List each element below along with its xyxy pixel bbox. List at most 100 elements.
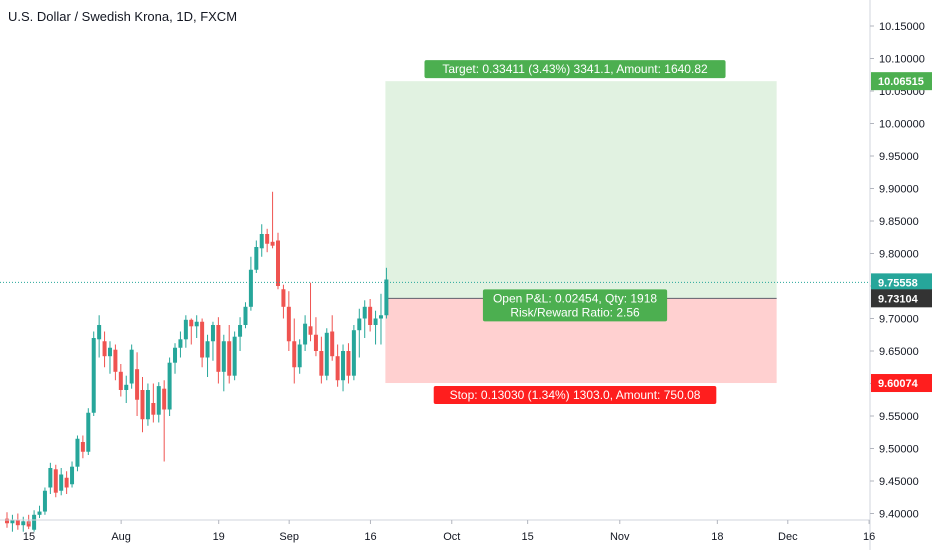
candle-body bbox=[384, 279, 389, 316]
candle-body bbox=[53, 469, 58, 493]
last-price-badge-bg bbox=[871, 273, 932, 292]
entry-price-badge-text: 9.73104 bbox=[878, 293, 919, 305]
position-zones[interactable] bbox=[385, 81, 777, 384]
candle-body bbox=[210, 325, 215, 342]
x-tick-label: Sep bbox=[279, 531, 299, 543]
pnl-label-text: Open P&L: 0.02454, Qty: 1918 bbox=[493, 291, 657, 305]
x-tick-label: 16 bbox=[364, 531, 376, 543]
candle-body bbox=[341, 351, 346, 381]
candle-body bbox=[319, 351, 324, 376]
y-tick-label: 9.80000 bbox=[879, 249, 919, 261]
candle-body bbox=[281, 289, 286, 307]
candle-body bbox=[145, 390, 150, 420]
candle-body bbox=[167, 362, 172, 410]
y-tick-label: 10.10000 bbox=[879, 54, 925, 66]
y-tick-label: 9.70000 bbox=[879, 314, 919, 326]
candle-body bbox=[324, 332, 329, 376]
candle-body bbox=[10, 520, 15, 524]
target-zone[interactable] bbox=[385, 81, 777, 299]
y-tick-label: 9.40000 bbox=[879, 509, 919, 521]
candle-body bbox=[194, 321, 199, 327]
candle-body bbox=[70, 466, 75, 485]
candle-body bbox=[351, 330, 356, 376]
stop-price-badge-bg bbox=[871, 374, 932, 393]
pnl-label-text: Risk/Reward Ratio: 2.56 bbox=[510, 305, 640, 319]
x-tick-label: 18 bbox=[711, 531, 723, 543]
candle-body bbox=[368, 306, 373, 325]
candle-body bbox=[276, 240, 280, 286]
candle-body bbox=[259, 234, 264, 249]
candle-body bbox=[248, 269, 253, 307]
candle-body bbox=[238, 325, 243, 337]
candle-body bbox=[80, 442, 85, 452]
candle-body bbox=[64, 477, 69, 488]
x-tick-label: Aug bbox=[111, 531, 131, 543]
candle-body bbox=[221, 341, 226, 372]
candle-body bbox=[292, 341, 297, 368]
candle-body bbox=[270, 241, 275, 246]
target-price-badge-text: 10.06515 bbox=[878, 76, 924, 88]
y-tick-label: 9.55000 bbox=[879, 411, 919, 423]
candle-body bbox=[313, 334, 318, 351]
candle-body bbox=[243, 306, 248, 325]
x-tick-label: Dec bbox=[778, 531, 798, 543]
candle-body bbox=[178, 339, 183, 348]
candle-body bbox=[86, 412, 91, 452]
x-tick-label: Nov bbox=[610, 531, 630, 543]
candle-body bbox=[189, 319, 194, 327]
position-labels[interactable]: Target: 0.33411 (3.43%) 3341.1, Amount: … bbox=[424, 60, 726, 405]
x-tick-label: 19 bbox=[213, 531, 225, 543]
candle-body bbox=[162, 388, 167, 410]
candle-body bbox=[107, 347, 112, 357]
y-tick-label: 9.95000 bbox=[879, 151, 919, 163]
candle-body bbox=[232, 336, 237, 376]
pnl-label-bg bbox=[482, 289, 668, 322]
candle-body bbox=[335, 356, 340, 381]
candle-body bbox=[183, 319, 188, 340]
target-label[interactable]: Target: 0.33411 (3.43%) 3341.1, Amount: … bbox=[424, 60, 726, 79]
candle-body bbox=[5, 518, 9, 524]
candles-group bbox=[5, 191, 389, 532]
candle-body bbox=[129, 349, 134, 384]
stop-label-text: Stop: 0.13030 (1.34%) 1303.0, Amount: 75… bbox=[450, 388, 701, 402]
y-tick-label: 9.85000 bbox=[879, 216, 919, 228]
x-tick-label: Oct bbox=[443, 531, 460, 543]
target-label-bg bbox=[424, 60, 726, 79]
candle-body bbox=[330, 331, 335, 357]
candle-body bbox=[173, 347, 178, 363]
candle-body bbox=[286, 306, 291, 342]
last-price-badge-text: 9.75558 bbox=[878, 277, 918, 289]
y-tick-label: 9.65000 bbox=[879, 346, 919, 358]
candle-body bbox=[357, 318, 362, 331]
candle-body bbox=[113, 349, 118, 372]
y-tick-label: 9.90000 bbox=[879, 184, 919, 196]
candle-body bbox=[265, 234, 270, 244]
candle-body bbox=[156, 386, 161, 415]
candle-body bbox=[303, 323, 308, 345]
candle-body bbox=[151, 403, 156, 415]
candle-body bbox=[200, 321, 205, 358]
candle-body bbox=[124, 384, 129, 390]
candle-body bbox=[91, 338, 96, 413]
candle-body bbox=[21, 521, 26, 526]
candle-body bbox=[346, 351, 351, 376]
target-label-text: Target: 0.33411 (3.43%) 3341.1, Amount: … bbox=[442, 62, 708, 76]
candle-body bbox=[48, 468, 53, 488]
candle-body bbox=[75, 438, 80, 467]
candle-body bbox=[378, 315, 383, 319]
y-tick-label: 10.15000 bbox=[879, 21, 925, 33]
chart-title: U.S. Dollar / Swedish Krona, 1D, FXCM bbox=[8, 9, 238, 24]
candle-body bbox=[227, 341, 232, 376]
candle-body bbox=[102, 341, 107, 357]
x-tick-label: 16 bbox=[863, 531, 875, 543]
y-tick-label: 9.50000 bbox=[879, 444, 919, 456]
stop-label[interactable]: Stop: 0.13030 (1.34%) 1303.0, Amount: 75… bbox=[433, 386, 717, 405]
target-price-badge-bg bbox=[871, 72, 932, 91]
candle-body bbox=[32, 514, 37, 530]
candle-body bbox=[362, 306, 367, 319]
pnl-label[interactable]: Open P&L: 0.02454, Qty: 1918Risk/Reward … bbox=[482, 289, 668, 322]
y-tick-label: 9.45000 bbox=[879, 476, 919, 488]
x-tick-label: 15 bbox=[23, 531, 35, 543]
